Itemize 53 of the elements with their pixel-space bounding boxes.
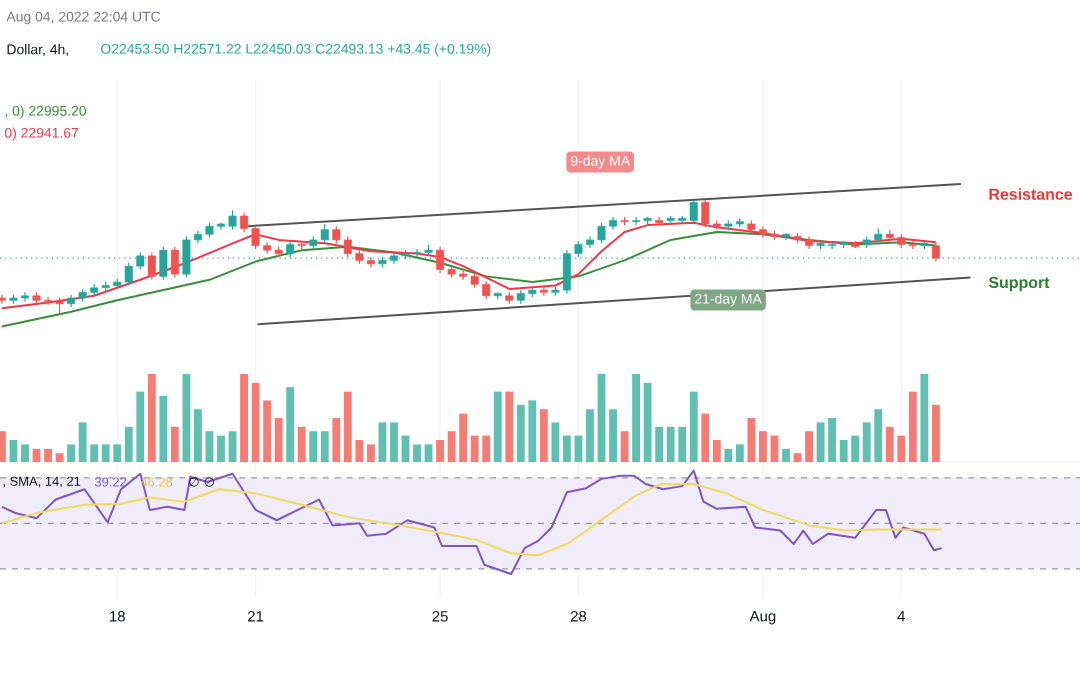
- bar: [539, 409, 548, 463]
- bar: [274, 418, 283, 463]
- bar: [712, 440, 721, 463]
- bar: [378, 422, 387, 463]
- bar: [632, 374, 641, 463]
- bar: [551, 422, 560, 463]
- bar: [147, 374, 156, 463]
- bar: [297, 426, 306, 463]
- bar: [724, 448, 733, 463]
- bar: [217, 435, 225, 463]
- bar: [586, 409, 594, 463]
- candlestick: [931, 241, 940, 263]
- bar: [170, 426, 179, 463]
- bar: [286, 387, 295, 463]
- bar: [424, 444, 433, 463]
- bar: [931, 404, 940, 463]
- bar: [182, 374, 191, 463]
- bar: [793, 453, 802, 463]
- bar: [413, 444, 421, 463]
- bar: [159, 396, 168, 463]
- bar: [759, 431, 767, 463]
- bar: [689, 391, 698, 463]
- bar: [436, 440, 444, 463]
- bar: [332, 418, 341, 463]
- bar: [390, 422, 398, 463]
- bar: [21, 444, 29, 463]
- bar: [620, 431, 629, 463]
- bar: [55, 453, 64, 463]
- bar: [805, 431, 813, 463]
- candlestick: [147, 251, 156, 281]
- bar: [747, 418, 756, 463]
- bar: [228, 431, 237, 463]
- bar: [309, 431, 318, 463]
- bar: [194, 409, 202, 463]
- bar: [609, 409, 617, 463]
- candlestick: [539, 286, 548, 297]
- bar: [44, 448, 52, 463]
- bar: [67, 444, 76, 463]
- bar: [493, 391, 502, 463]
- bar: [0, 431, 6, 463]
- bar: [320, 431, 329, 463]
- bar: [562, 435, 571, 463]
- bar: [735, 444, 744, 463]
- bar: [240, 374, 248, 463]
- candlestick: [170, 246, 179, 279]
- bar: [205, 431, 214, 463]
- candlestick: [0, 294, 6, 305]
- bar: [505, 391, 514, 463]
- bar: [366, 444, 375, 463]
- bar: [920, 374, 929, 463]
- bar: [782, 448, 790, 463]
- bar: [701, 413, 710, 463]
- bar: [908, 391, 917, 463]
